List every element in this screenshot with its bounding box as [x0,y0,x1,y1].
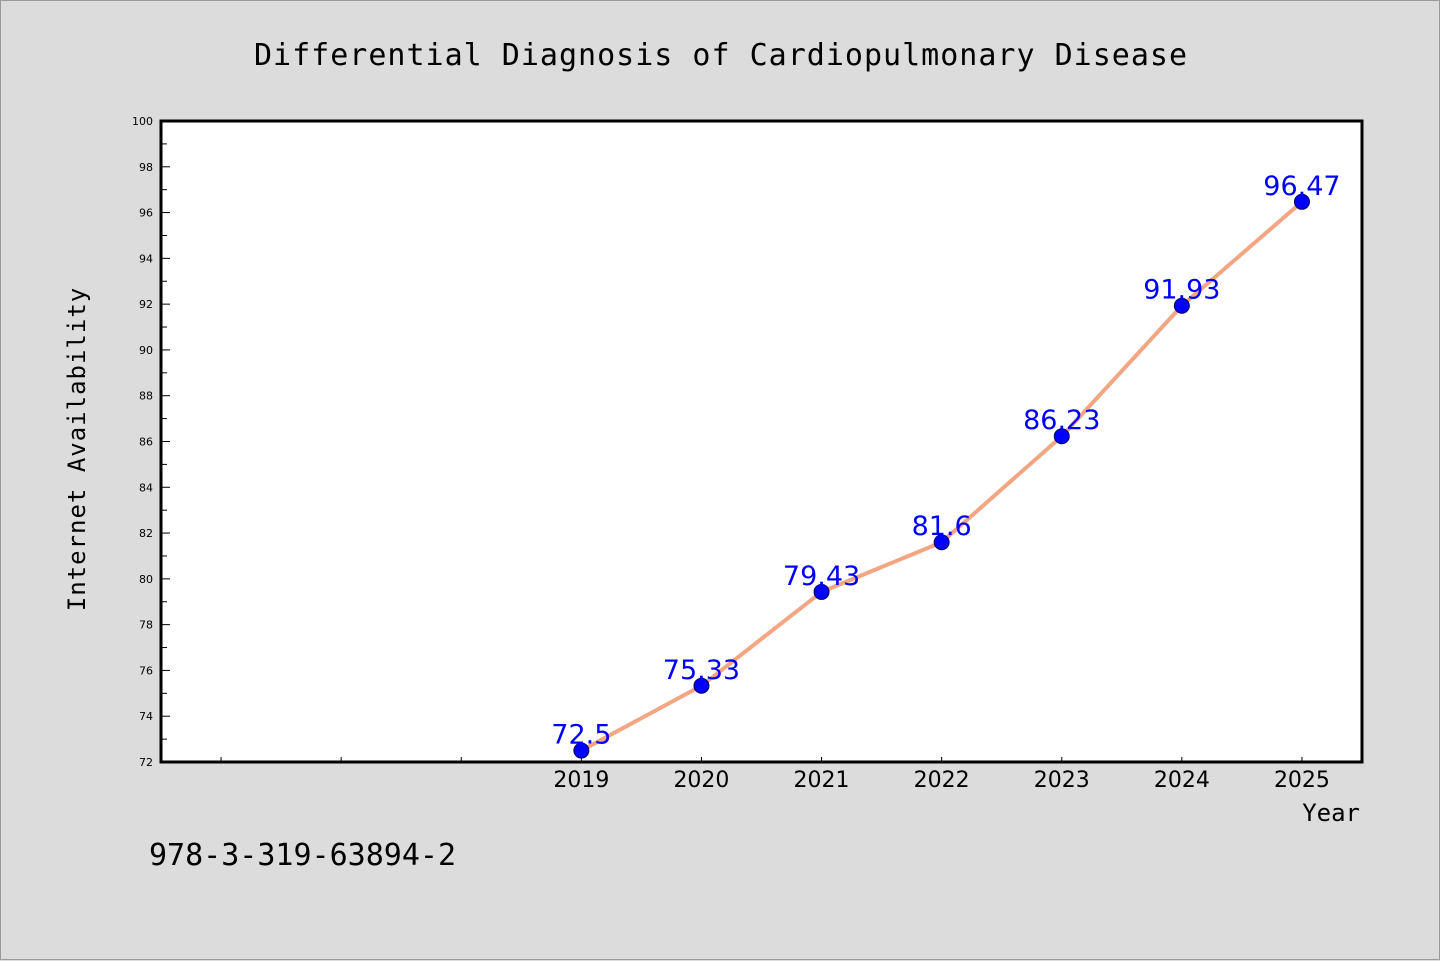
y-tick-label: 100 [132,115,153,128]
x-tick-label: 2023 [1034,768,1090,793]
data-point [933,534,950,551]
y-tick-label: 74 [139,710,153,723]
data-label: 81.6 [912,511,972,542]
y-tick-label: 92 [139,298,153,311]
data-label: 79.43 [783,561,860,592]
chart-title: Differential Diagnosis of Cardiopulmonar… [254,38,1188,73]
y-axis-label: Internet Availability [63,287,91,611]
data-point [573,742,590,759]
y-tick-label: 90 [139,344,153,357]
x-tick-label: 2021 [794,768,850,793]
y-tick-label: 82 [139,527,153,540]
data-point [693,677,710,694]
x-tick-label: 2020 [673,768,729,793]
plot-area [159,119,1364,764]
x-tick-label: 2024 [1154,768,1210,793]
y-tick-label: 72 [139,756,153,769]
data-label: 86.23 [1023,405,1100,436]
data-point [1173,297,1190,314]
data-point [1053,428,1070,445]
series-layer [573,193,1310,759]
data-label: 72.5 [551,720,611,751]
y-axis-ticks: 72 74 76 78 80 82 84 86 88 90 92 94 96 98 100 [132,115,170,769]
data-point [813,583,830,600]
isbn-annotation: 978-3-319-63894-2 [149,838,456,873]
data-label: 96.47 [1263,171,1340,202]
data-label: 75.33 [663,655,740,686]
data-labels: 72.5 75.33 79.43 81.6 86.23 91.93 96.47 [551,171,1340,751]
y-tick-label: 76 [139,664,153,677]
y-tick-label: 98 [139,161,153,174]
y-tick-label: 94 [139,252,153,265]
y-tick-label: 86 [139,436,153,449]
data-label: 91.93 [1143,275,1220,306]
y-tick-label: 96 [139,207,153,220]
x-tick-label: 2019 [553,768,609,793]
x-axis-label: Year [1302,799,1360,827]
x-axis-ticks: 2019 2020 2021 2022 2023 2024 2025 [220,757,1330,793]
data-point [1293,193,1310,210]
x-tick-label: 2025 [1274,768,1330,793]
y-tick-label: 88 [139,390,153,403]
y-tick-label: 80 [139,573,153,586]
y-tick-label: 78 [139,619,153,632]
y-tick-label: 84 [139,481,153,494]
x-tick-label: 2022 [914,768,970,793]
